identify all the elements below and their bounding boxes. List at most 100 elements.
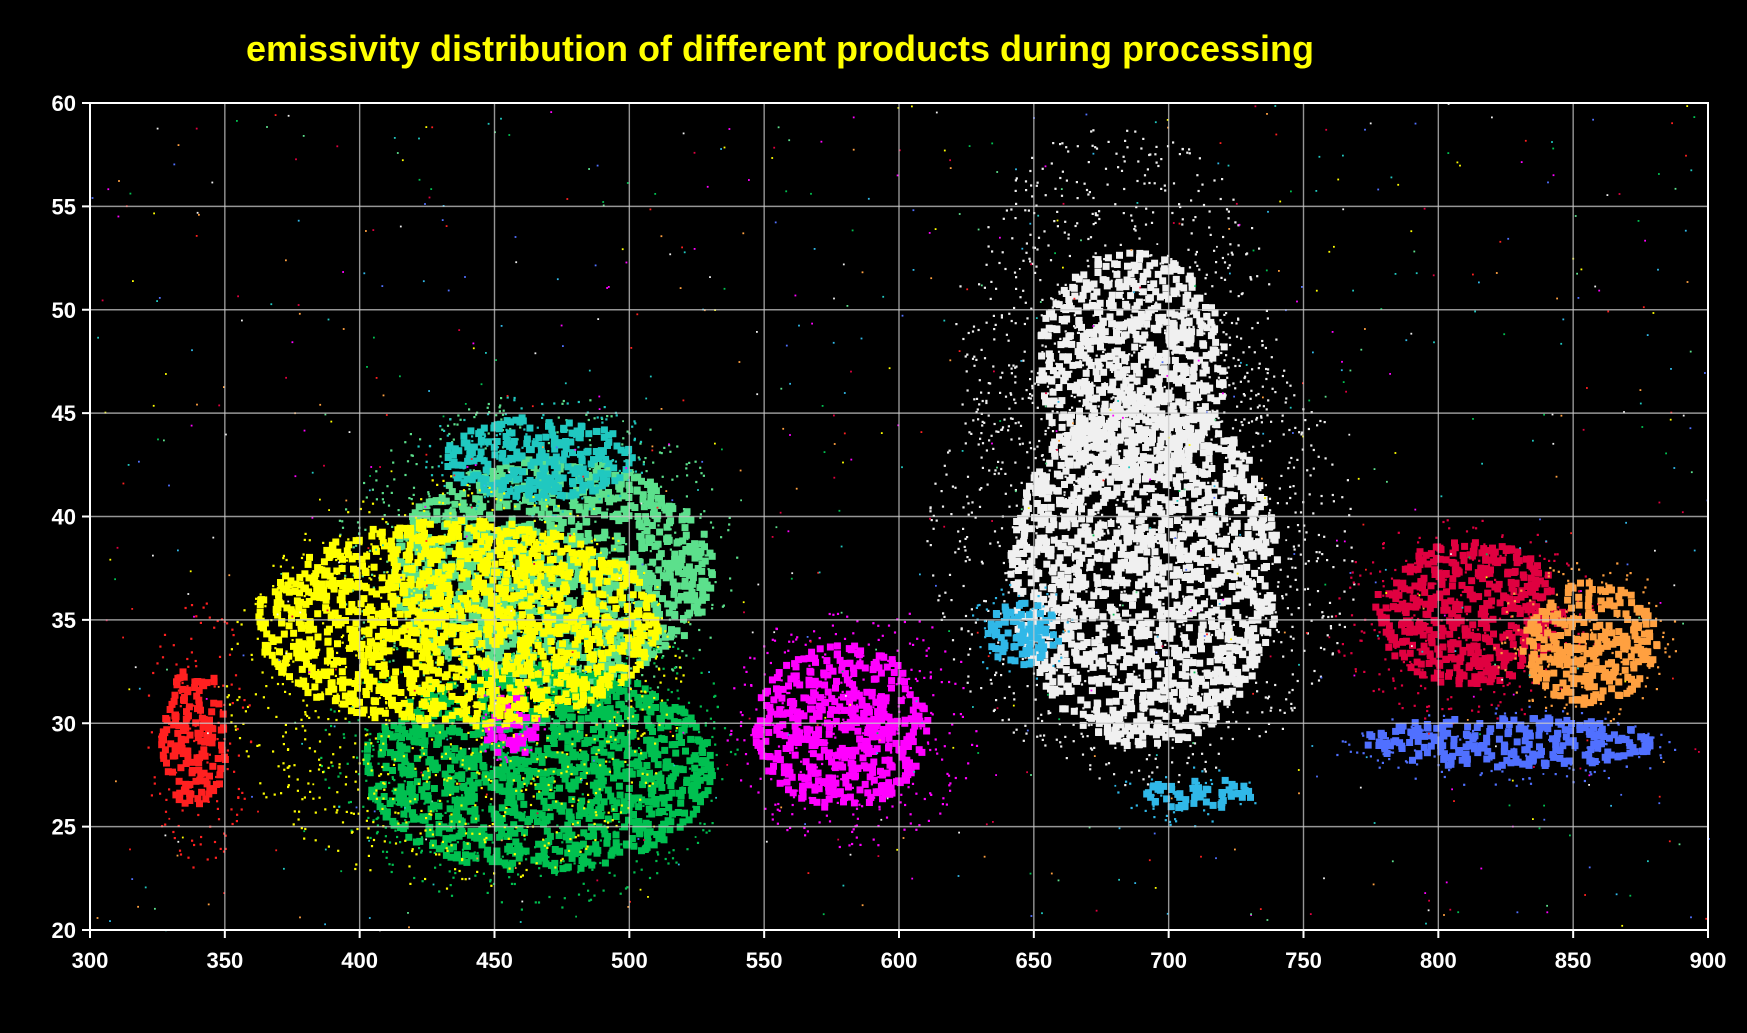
data-point	[1160, 695, 1168, 703]
data-point	[1221, 321, 1224, 324]
data-point	[945, 473, 948, 476]
data-point	[1234, 545, 1238, 548]
data-point	[1183, 483, 1191, 491]
data-point	[1095, 557, 1098, 560]
data-point	[1046, 335, 1049, 338]
data-point	[1164, 643, 1167, 646]
data-point	[599, 577, 607, 585]
data-point	[1057, 678, 1065, 686]
data-point	[1074, 568, 1082, 576]
data-point	[1019, 424, 1023, 427]
data-point	[967, 653, 970, 656]
data-point	[1306, 469, 1309, 472]
data-point	[1146, 168, 1149, 171]
data-point	[1053, 653, 1061, 661]
data-point	[1082, 404, 1085, 407]
data-point	[1199, 449, 1207, 457]
data-point	[1134, 498, 1142, 506]
data-point	[563, 619, 571, 627]
data-point	[1099, 487, 1107, 495]
data-point	[1229, 526, 1237, 534]
data-point	[1142, 477, 1145, 480]
data-point	[1323, 421, 1326, 424]
data-point	[1068, 527, 1071, 530]
data-point	[1211, 409, 1214, 412]
data-point	[1002, 561, 1005, 565]
data-point	[1048, 667, 1056, 675]
data-point	[1177, 556, 1185, 563]
data-point	[1155, 642, 1163, 649]
data-point	[1253, 655, 1261, 663]
data-point	[1107, 417, 1115, 425]
data-point	[1086, 368, 1089, 371]
data-point	[1118, 336, 1125, 344]
data-point	[1296, 458, 1299, 461]
data-point	[590, 508, 598, 516]
data-point	[1106, 183, 1109, 186]
data-point	[643, 527, 651, 535]
data-point	[1000, 674, 1003, 677]
data-point	[990, 682, 993, 685]
data-point	[1101, 364, 1104, 367]
data-point	[1218, 615, 1226, 623]
data-point	[962, 337, 965, 341]
data-point	[1120, 593, 1128, 601]
data-point	[1057, 571, 1065, 579]
data-point	[998, 261, 1001, 265]
data-point	[1272, 640, 1275, 643]
data-point	[1230, 436, 1238, 444]
data-point	[1227, 217, 1230, 220]
data-point	[1107, 665, 1115, 673]
data-point	[1129, 594, 1137, 602]
data-point	[610, 610, 618, 618]
data-point	[565, 601, 573, 609]
data-point	[1184, 734, 1192, 742]
data-point	[1103, 490, 1111, 498]
data-point	[1193, 611, 1196, 614]
data-point	[592, 469, 600, 476]
data-point	[1048, 376, 1056, 384]
data-point	[1091, 639, 1099, 647]
data-point	[1063, 521, 1071, 529]
data-point	[1200, 442, 1208, 450]
data-point	[1097, 540, 1105, 548]
data-point	[1248, 641, 1256, 649]
data-point	[1035, 569, 1043, 577]
data-point	[1122, 705, 1129, 713]
data-point	[1172, 412, 1176, 416]
data-point	[1047, 545, 1055, 553]
data-point	[1227, 451, 1235, 459]
data-point	[1215, 430, 1223, 438]
data-point	[1141, 332, 1144, 336]
data-point	[1255, 533, 1258, 536]
data-point	[1157, 403, 1160, 406]
data-point	[1062, 432, 1065, 435]
data-point	[1242, 393, 1245, 396]
data-point	[1189, 659, 1197, 667]
data-point	[937, 599, 940, 602]
data-point	[998, 544, 1001, 548]
data-point	[1240, 544, 1248, 552]
data-point	[1123, 697, 1131, 705]
data-point	[1024, 301, 1027, 304]
data-point	[1042, 314, 1050, 322]
data-point	[1096, 299, 1104, 307]
data-point	[1237, 358, 1240, 361]
data-point	[1162, 292, 1170, 299]
data-point	[1074, 606, 1077, 610]
data-point	[1158, 728, 1166, 736]
data-point	[1135, 298, 1143, 306]
data-point	[476, 508, 484, 515]
data-point	[1039, 583, 1047, 591]
data-point	[1122, 481, 1126, 484]
data-point	[1008, 407, 1011, 410]
data-point	[527, 520, 535, 528]
data-point	[1056, 283, 1059, 286]
data-point	[1133, 335, 1141, 343]
data-point	[1094, 221, 1097, 224]
data-point	[1323, 535, 1326, 538]
data-point	[1112, 355, 1116, 358]
data-point	[981, 399, 984, 403]
data-point	[1044, 345, 1047, 348]
data-point	[1105, 361, 1113, 369]
